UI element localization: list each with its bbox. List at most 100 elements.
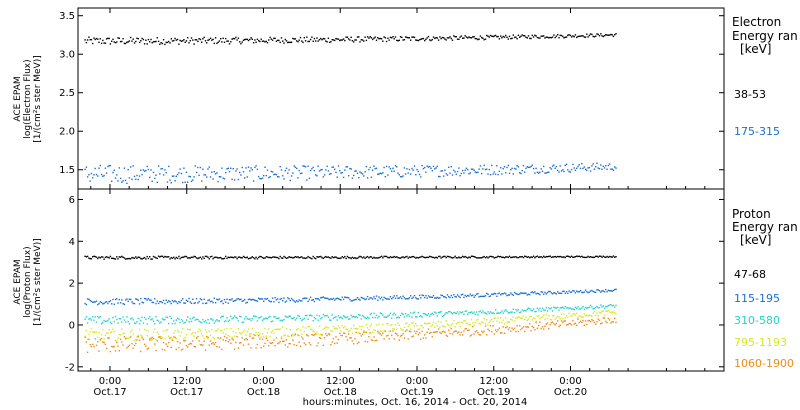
- data-point: [170, 256, 172, 259]
- data-point: [374, 167, 376, 170]
- data-point: [394, 332, 397, 334]
- data-point: [507, 294, 509, 296]
- data-point: [368, 168, 370, 171]
- data-point: [511, 327, 513, 329]
- data-point: [417, 257, 419, 259]
- data-point: [301, 333, 303, 336]
- data-point: [562, 169, 564, 171]
- data-point: [535, 256, 537, 258]
- data-point: [278, 328, 280, 331]
- data-point: [278, 301, 280, 304]
- data-point: [176, 38, 179, 41]
- data-point: [467, 313, 469, 315]
- data-point: [213, 343, 215, 345]
- data-point: [572, 319, 574, 322]
- data-point: [482, 321, 484, 323]
- data-point: [511, 256, 513, 259]
- data-point: [441, 325, 444, 327]
- data-point: [271, 320, 274, 322]
- data-point: [496, 256, 498, 258]
- data-point: [351, 177, 354, 179]
- data-point: [425, 295, 427, 297]
- proton-legend-entry-795-1193: 795-1193: [734, 336, 787, 349]
- data-point: [242, 39, 245, 41]
- data-point: [159, 43, 161, 45]
- data-point: [249, 318, 251, 320]
- data-point: [176, 341, 179, 343]
- data-point: [420, 315, 422, 317]
- data-point: [577, 317, 579, 319]
- data-point: [530, 315, 532, 318]
- data-point: [516, 38, 518, 40]
- data-point: [225, 255, 227, 258]
- data-point: [468, 311, 470, 314]
- data-point: [206, 302, 208, 304]
- data-point: [415, 174, 417, 176]
- data-point: [261, 298, 264, 300]
- data-point: [549, 319, 551, 321]
- data-point: [445, 312, 447, 314]
- data-point: [264, 257, 266, 259]
- data-point: [187, 328, 189, 330]
- data-point: [275, 173, 278, 176]
- data-point: [328, 332, 331, 335]
- data-point: [555, 256, 558, 258]
- data-point: [214, 37, 217, 39]
- data-point: [410, 39, 412, 41]
- data-point: [434, 168, 436, 170]
- data-point: [249, 170, 251, 172]
- data-point: [268, 345, 270, 347]
- data-point: [247, 328, 250, 330]
- data-point: [155, 338, 157, 341]
- data-point: [592, 256, 594, 259]
- data-point: [569, 314, 572, 317]
- data-point: [258, 297, 260, 299]
- data-point: [411, 322, 413, 325]
- data-point: [539, 318, 541, 320]
- data-point: [474, 37, 476, 40]
- data-point: [266, 256, 269, 258]
- data-point: [446, 174, 449, 176]
- data-point: [416, 316, 418, 318]
- data-point: [529, 315, 531, 318]
- data-point: [155, 349, 157, 352]
- data-point: [524, 35, 526, 37]
- electron-panel-frame: [77, 7, 725, 190]
- data-point: [165, 316, 167, 318]
- data-point: [560, 34, 563, 37]
- data-point: [283, 297, 285, 299]
- data-point: [403, 257, 406, 259]
- data-point: [283, 318, 285, 321]
- data-point: [170, 182, 172, 184]
- data-point: [279, 166, 281, 168]
- data-point: [356, 328, 359, 330]
- data-point: [487, 35, 489, 37]
- data-point: [190, 180, 193, 182]
- data-point: [506, 36, 508, 38]
- data-point: [601, 306, 603, 308]
- data-point: [530, 309, 532, 311]
- data-point: [398, 39, 400, 41]
- data-point: [427, 256, 430, 259]
- data-point: [477, 171, 479, 173]
- data-point: [277, 328, 279, 330]
- data-point: [188, 321, 190, 323]
- x-tick-date: Oct.19: [400, 387, 433, 398]
- data-point: [313, 257, 316, 259]
- data-point: [206, 335, 208, 338]
- data-point: [353, 41, 355, 43]
- data-point: [287, 172, 289, 174]
- data-point: [161, 42, 164, 45]
- data-point: [478, 296, 480, 298]
- data-point: [261, 177, 264, 179]
- data-point: [340, 330, 342, 332]
- data-point: [553, 314, 555, 317]
- data-point: [173, 332, 175, 334]
- data-point: [592, 308, 594, 310]
- data-point: [336, 297, 338, 299]
- data-point: [192, 332, 194, 334]
- data-point: [174, 258, 176, 260]
- data-point: [450, 328, 452, 330]
- data-point: [532, 292, 535, 294]
- data-point: [356, 297, 359, 299]
